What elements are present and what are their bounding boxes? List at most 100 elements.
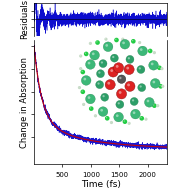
Circle shape xyxy=(108,67,118,77)
Circle shape xyxy=(119,77,122,79)
Circle shape xyxy=(149,60,158,70)
Circle shape xyxy=(96,81,104,89)
Circle shape xyxy=(86,60,95,69)
Circle shape xyxy=(103,42,113,52)
Circle shape xyxy=(98,107,108,116)
Circle shape xyxy=(116,65,119,68)
Circle shape xyxy=(137,65,145,74)
Circle shape xyxy=(156,104,159,107)
Circle shape xyxy=(116,100,124,108)
Circle shape xyxy=(140,117,142,118)
Circle shape xyxy=(132,99,134,101)
Circle shape xyxy=(90,50,99,60)
Circle shape xyxy=(116,89,127,99)
Circle shape xyxy=(161,68,162,69)
Circle shape xyxy=(139,67,141,70)
Circle shape xyxy=(92,53,95,55)
Circle shape xyxy=(139,42,140,43)
Circle shape xyxy=(82,71,83,72)
Circle shape xyxy=(98,71,100,74)
Circle shape xyxy=(122,42,125,44)
Circle shape xyxy=(82,91,83,92)
Circle shape xyxy=(114,38,119,42)
Circle shape xyxy=(119,91,122,94)
Circle shape xyxy=(157,65,162,70)
Circle shape xyxy=(161,85,164,88)
Circle shape xyxy=(107,82,110,85)
Circle shape xyxy=(110,69,113,72)
Circle shape xyxy=(125,81,135,91)
Circle shape xyxy=(94,114,97,117)
Circle shape xyxy=(97,70,105,78)
Circle shape xyxy=(100,109,103,112)
Circle shape xyxy=(110,121,113,124)
Circle shape xyxy=(97,82,100,85)
Circle shape xyxy=(114,63,124,73)
Circle shape xyxy=(89,42,92,45)
Circle shape xyxy=(82,103,85,106)
Circle shape xyxy=(132,40,133,41)
Circle shape xyxy=(139,116,144,121)
Circle shape xyxy=(116,114,119,117)
Circle shape xyxy=(88,96,90,99)
Circle shape xyxy=(79,67,82,70)
Circle shape xyxy=(88,62,90,64)
Circle shape xyxy=(158,67,159,68)
Circle shape xyxy=(110,54,118,62)
Circle shape xyxy=(153,51,156,54)
Circle shape xyxy=(112,56,114,58)
Circle shape xyxy=(144,118,148,121)
X-axis label: Time (fs): Time (fs) xyxy=(81,180,121,189)
Circle shape xyxy=(81,76,91,85)
Circle shape xyxy=(128,122,131,125)
Circle shape xyxy=(105,44,108,47)
Circle shape xyxy=(149,50,150,51)
Circle shape xyxy=(86,94,95,104)
Circle shape xyxy=(138,41,141,44)
Circle shape xyxy=(128,57,130,59)
Y-axis label: Residuals: Residuals xyxy=(20,0,29,39)
Circle shape xyxy=(147,100,149,102)
Circle shape xyxy=(130,98,138,105)
Circle shape xyxy=(99,60,107,68)
Circle shape xyxy=(158,84,163,89)
Circle shape xyxy=(117,75,126,83)
Circle shape xyxy=(81,89,85,94)
Circle shape xyxy=(140,85,142,88)
Circle shape xyxy=(152,103,157,108)
Circle shape xyxy=(89,106,94,111)
Circle shape xyxy=(131,39,136,44)
Circle shape xyxy=(128,122,129,123)
Circle shape xyxy=(131,109,140,119)
Circle shape xyxy=(104,38,108,41)
Circle shape xyxy=(162,85,163,86)
Circle shape xyxy=(80,68,81,69)
Y-axis label: Change in Absorption: Change in Absorption xyxy=(20,57,29,148)
Circle shape xyxy=(95,40,100,45)
Circle shape xyxy=(114,112,123,122)
Circle shape xyxy=(78,86,81,89)
Circle shape xyxy=(126,67,129,70)
Circle shape xyxy=(81,70,85,74)
Circle shape xyxy=(123,119,127,124)
Circle shape xyxy=(103,95,105,97)
Circle shape xyxy=(153,104,154,106)
Circle shape xyxy=(85,53,86,54)
Circle shape xyxy=(101,61,103,64)
Circle shape xyxy=(90,107,91,109)
Circle shape xyxy=(145,118,146,119)
Circle shape xyxy=(133,111,135,114)
Circle shape xyxy=(124,120,125,122)
Circle shape xyxy=(150,79,160,88)
Circle shape xyxy=(138,46,147,56)
Circle shape xyxy=(79,54,82,58)
Circle shape xyxy=(152,81,155,83)
Circle shape xyxy=(127,84,130,86)
Circle shape xyxy=(83,78,86,81)
Circle shape xyxy=(115,39,116,40)
Circle shape xyxy=(105,80,115,90)
Circle shape xyxy=(101,93,109,101)
Circle shape xyxy=(121,38,124,41)
Circle shape xyxy=(138,84,146,92)
Circle shape xyxy=(160,67,164,70)
